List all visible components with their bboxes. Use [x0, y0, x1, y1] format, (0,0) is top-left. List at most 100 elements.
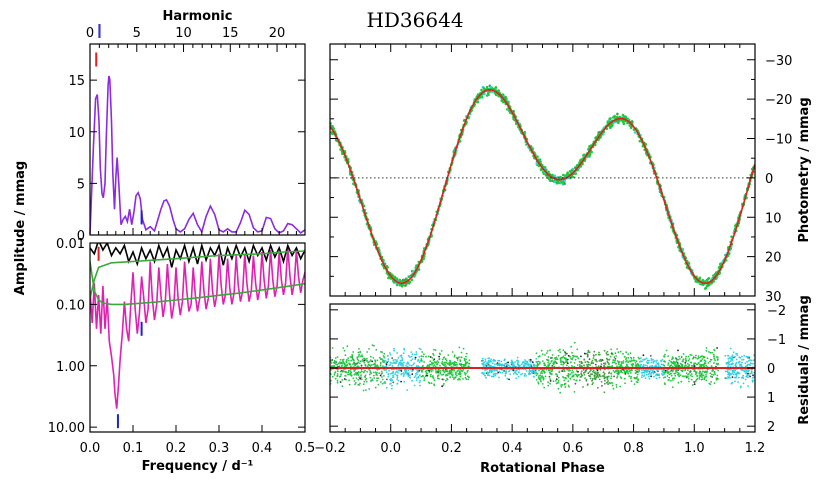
top-tick-label-harmonic: 15	[222, 26, 239, 41]
residual-point	[371, 360, 374, 363]
residual-point	[588, 351, 591, 354]
residual-point	[597, 376, 600, 378]
residual-point	[555, 382, 558, 385]
residual-point	[504, 374, 507, 377]
residual-point	[746, 374, 749, 377]
residual-point	[366, 351, 369, 353]
residual-point	[360, 374, 362, 376]
residual-point	[357, 365, 360, 368]
residual-point	[393, 347, 395, 350]
residual-point	[630, 375, 632, 378]
residual-point	[706, 357, 709, 360]
residual-point	[562, 355, 565, 358]
residual-point	[731, 362, 734, 365]
residual-point	[330, 362, 333, 364]
residual-point	[695, 378, 698, 381]
residual-point	[691, 384, 694, 386]
residual-point	[357, 378, 360, 381]
y-axis-title-amplitude: Amplitude / mmag	[13, 161, 28, 295]
residual-point	[370, 380, 372, 382]
residual-point	[616, 370, 619, 372]
light-curve-point	[594, 136, 597, 140]
residual-point	[366, 357, 368, 360]
y-tick-label-photometry: 20	[765, 251, 782, 266]
residual-point	[422, 375, 424, 378]
residual-point	[746, 363, 749, 366]
residual-point	[732, 351, 735, 354]
residual-point	[413, 353, 416, 356]
residual-point	[569, 378, 572, 380]
residual-point	[716, 374, 719, 377]
x-tick-label-phase: 1.2	[745, 441, 766, 456]
residual-point	[387, 375, 390, 378]
residual-point	[360, 378, 363, 381]
residual-point	[734, 380, 736, 383]
residual-point	[401, 362, 404, 365]
residual-point	[586, 360, 589, 363]
residual-point	[388, 364, 391, 366]
residual-point	[468, 362, 471, 365]
residual-point	[401, 359, 404, 362]
residual-point	[400, 372, 403, 375]
residual-point	[380, 381, 382, 383]
residual-point	[598, 375, 601, 377]
residual-point	[714, 373, 716, 375]
residual-point	[451, 374, 454, 377]
residual-point	[494, 363, 496, 366]
residual-point	[740, 363, 743, 366]
residual-point	[571, 365, 573, 367]
residual-point	[549, 362, 551, 365]
residual-point	[647, 370, 650, 373]
residual-point	[490, 358, 493, 361]
residual-point	[389, 353, 392, 356]
residual-point	[348, 369, 350, 372]
residual-point	[752, 362, 754, 365]
residual-point	[752, 359, 755, 362]
residual-point	[468, 376, 470, 379]
residual-point	[570, 345, 572, 348]
residual-point	[529, 364, 531, 366]
residual-point	[454, 371, 457, 374]
residual-point	[500, 360, 503, 363]
residual-point	[615, 383, 618, 386]
residual-point	[613, 356, 616, 359]
residual-point	[373, 377, 376, 379]
light-curve-point	[492, 87, 496, 91]
residual-point	[507, 361, 510, 364]
residual-point	[364, 364, 367, 367]
residual-point	[603, 349, 606, 352]
residual-point	[600, 375, 602, 378]
residual-point	[563, 370, 566, 373]
residual-point	[548, 369, 550, 372]
residual-point	[528, 371, 531, 373]
light-curve-point	[730, 235, 733, 238]
residual-point	[380, 370, 383, 373]
residual-point	[605, 376, 607, 379]
residual-point	[371, 344, 374, 347]
residual-point	[486, 361, 489, 364]
light-curve-point	[548, 179, 552, 182]
residual-point	[727, 357, 730, 360]
residual-point	[579, 364, 581, 366]
residual-point	[438, 355, 440, 358]
residual-point	[594, 378, 597, 381]
residual-point	[396, 382, 399, 385]
residual-point	[369, 359, 372, 361]
residual-point	[741, 368, 743, 371]
residual-point	[360, 376, 362, 379]
residual-point	[504, 358, 506, 361]
residual-point	[731, 372, 734, 375]
residual-point	[747, 385, 749, 387]
residual-point	[710, 381, 712, 383]
residual-point	[540, 380, 542, 383]
residual-point	[667, 364, 669, 366]
residual-point	[731, 354, 734, 356]
residual-point	[463, 359, 466, 362]
residual-point	[462, 369, 465, 371]
residual-point	[676, 358, 679, 361]
residual-point	[685, 375, 687, 377]
residual-point	[443, 370, 445, 373]
residual-point	[535, 352, 538, 355]
residual-point	[356, 358, 359, 361]
residual-point	[339, 362, 342, 365]
